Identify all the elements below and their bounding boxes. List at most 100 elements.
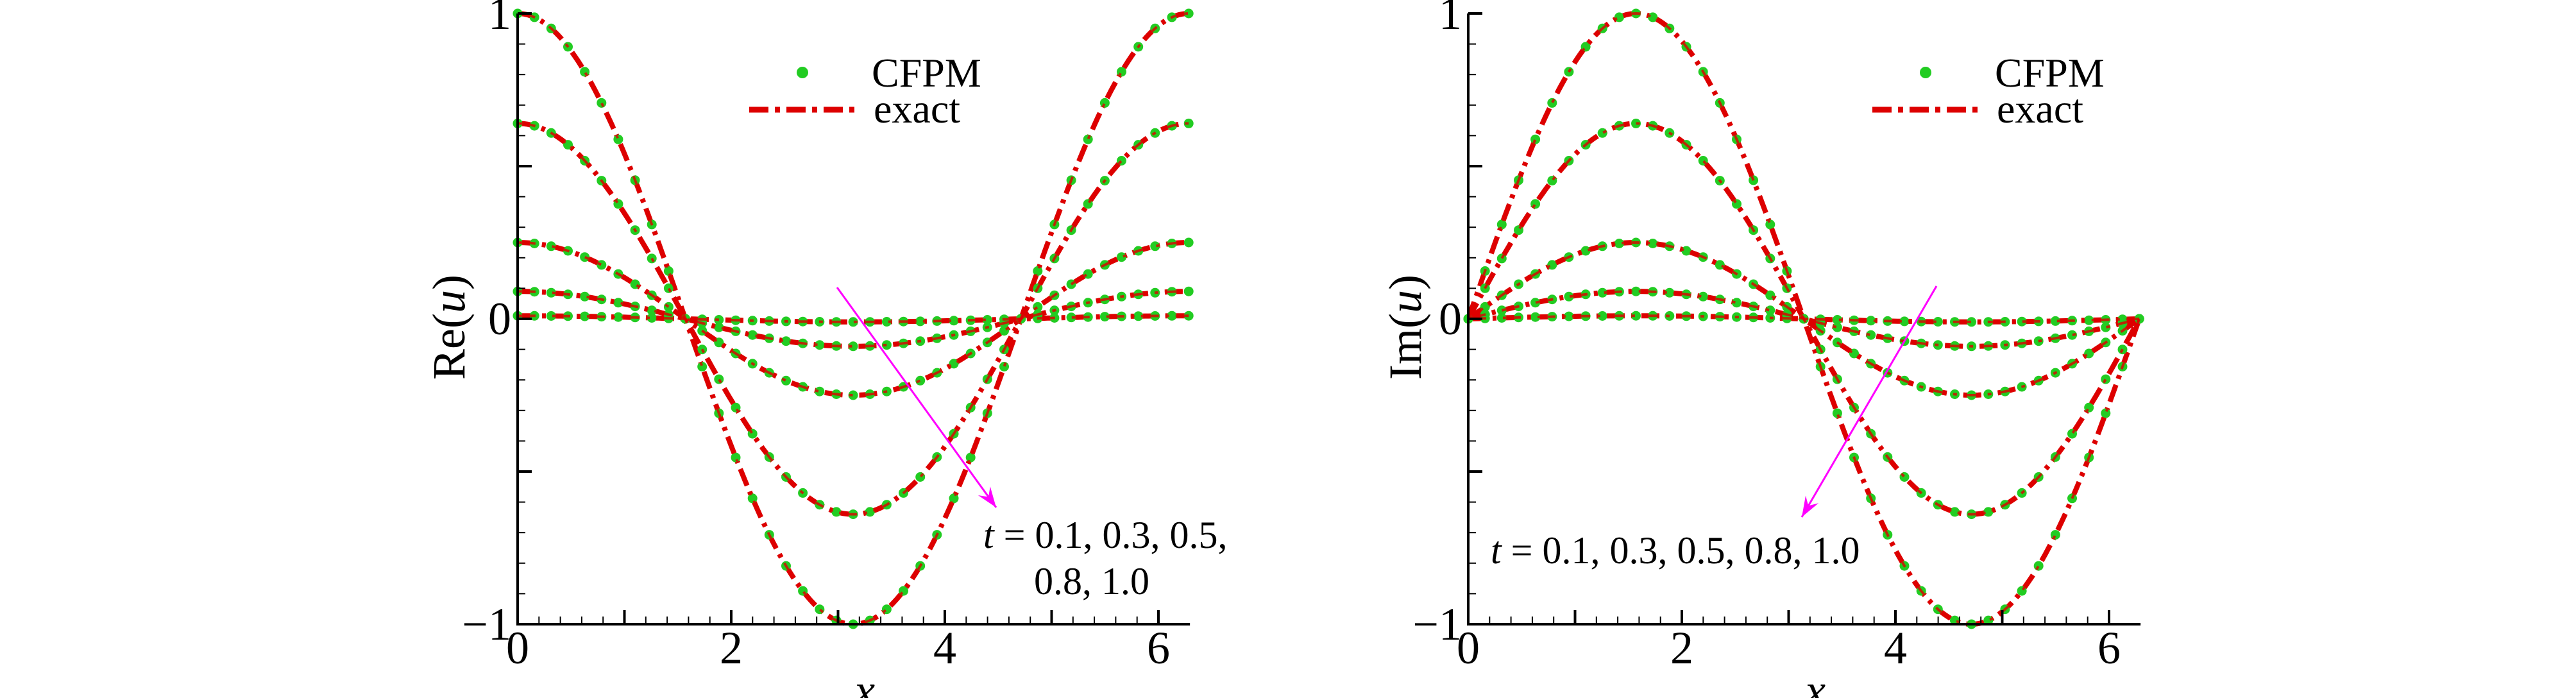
cfpm-point [747,330,758,340]
cfpm-point [1832,408,1842,418]
cfpm-point [546,241,556,251]
annotation-line2: 0.8, 1.0 [1034,560,1149,602]
cfpm-point [1631,286,1641,296]
cfpm-point [1681,246,1691,256]
y-tick-label: −1 [462,599,511,650]
cfpm-point [831,507,842,517]
cfpm-point [647,305,657,316]
cfpm-point [2017,316,2027,327]
cfpm-point [815,340,825,350]
cfpm-point [1665,287,1675,298]
x-tick-label: 2 [720,622,743,674]
cfpm-point [613,298,623,308]
cfpm-point [1832,315,1842,325]
cfpm-point [2101,322,2111,332]
cfpm-point [697,362,708,371]
cfpm-point [1698,291,1708,302]
exact-line-overlay [517,122,1189,516]
cfpm-point [848,317,858,327]
cfpm-point [1580,246,1591,256]
cfpm-point [915,316,926,327]
y-label-var: u [423,290,475,313]
cfpm-point [1530,134,1541,144]
cfpm-point [815,604,825,615]
cfpm-point [1083,134,1093,144]
cfpm-point [714,374,724,384]
cfpm-point [1597,311,1607,321]
arrow-line [836,287,997,508]
cfpm-point [815,386,825,396]
cfpm-point [1648,12,1658,22]
legend-cfpm-label: CFPM [872,50,981,96]
cfpm-point [2101,408,2111,418]
cfpm-point [1715,260,1725,270]
cfpm-point [1183,118,1194,128]
cfpm-point [1564,311,1574,321]
cfpm-point [1530,312,1541,322]
x-tick-label: 6 [2097,622,2121,674]
exact-line-overlay [518,314,1189,323]
cfpm-point [546,287,556,298]
y-label-var: u [1380,290,1431,313]
cfpm-point [1631,118,1641,128]
cfpm-point [1765,305,1775,316]
x-tick-label: 0 [1457,622,1480,674]
x-axis-label: x [854,665,875,698]
cfpm-point [1183,286,1194,296]
cfpm-point [1183,237,1194,248]
cfpm-point [597,260,607,270]
cfpm-point [1950,507,1960,517]
y-label-prefix: Im( [1380,313,1431,380]
cfpm-point [2050,316,2060,326]
cfpm-point [613,134,623,144]
cfpm-point [714,322,724,332]
time-annotation: t = 0.1, 0.3, 0.5, 0.8, 1.0 [1491,529,1860,572]
cfpm-point [915,472,926,482]
legend-cfpm-marker [797,67,808,78]
legend-cfpm-label: CFPM [1995,50,2105,96]
legend-exact-label: exact [1997,86,2083,132]
cfpm-point [1866,316,1876,326]
x-tick-label: 0 [506,622,529,674]
cfpm-point [663,283,674,293]
cfpm-point [1117,252,1126,262]
cfpm-point [1564,291,1574,302]
y-label-suffix: ) [423,275,475,290]
cfpm-point [2067,330,2077,340]
cfpm-point [1597,128,1607,138]
annotation-var: t [983,514,995,556]
cfpm-point [663,302,674,312]
cfpm-point [597,98,607,108]
cfpm-point [949,493,959,504]
cfpm-point [1614,12,1624,22]
cfpm-point [881,317,892,327]
cfpm-point [1597,287,1607,298]
cfpm-point [663,266,674,276]
legend-cfpm-marker [1920,67,1931,78]
x-tick-label: 2 [1670,622,1693,674]
cfpm-point [580,252,590,262]
y-tick-label: 1 [1439,0,1462,39]
exact-line-overlay [1468,314,2140,323]
exact-line-overlay [1467,12,2141,626]
cfpm-point [865,507,875,517]
cfpm-point [2033,561,2044,571]
cfpm-point [1631,311,1641,321]
cfpm-point [1133,311,1144,321]
cfpm-point [580,291,590,302]
y-tick-label: 1 [488,0,511,39]
cfpm-point [1530,298,1541,308]
cfpm-point [848,390,858,400]
arrow-head-icon [978,486,996,507]
cfpm-point [848,341,858,352]
cfpm-point [1765,219,1775,230]
cfpm-point [747,493,758,504]
exact-line-overlay [1468,290,2140,348]
cfpm-point [1150,241,1160,251]
y-label-prefix: Re( [423,313,475,380]
cfpm-point [1547,260,1557,270]
cfpm-point [1183,8,1194,19]
